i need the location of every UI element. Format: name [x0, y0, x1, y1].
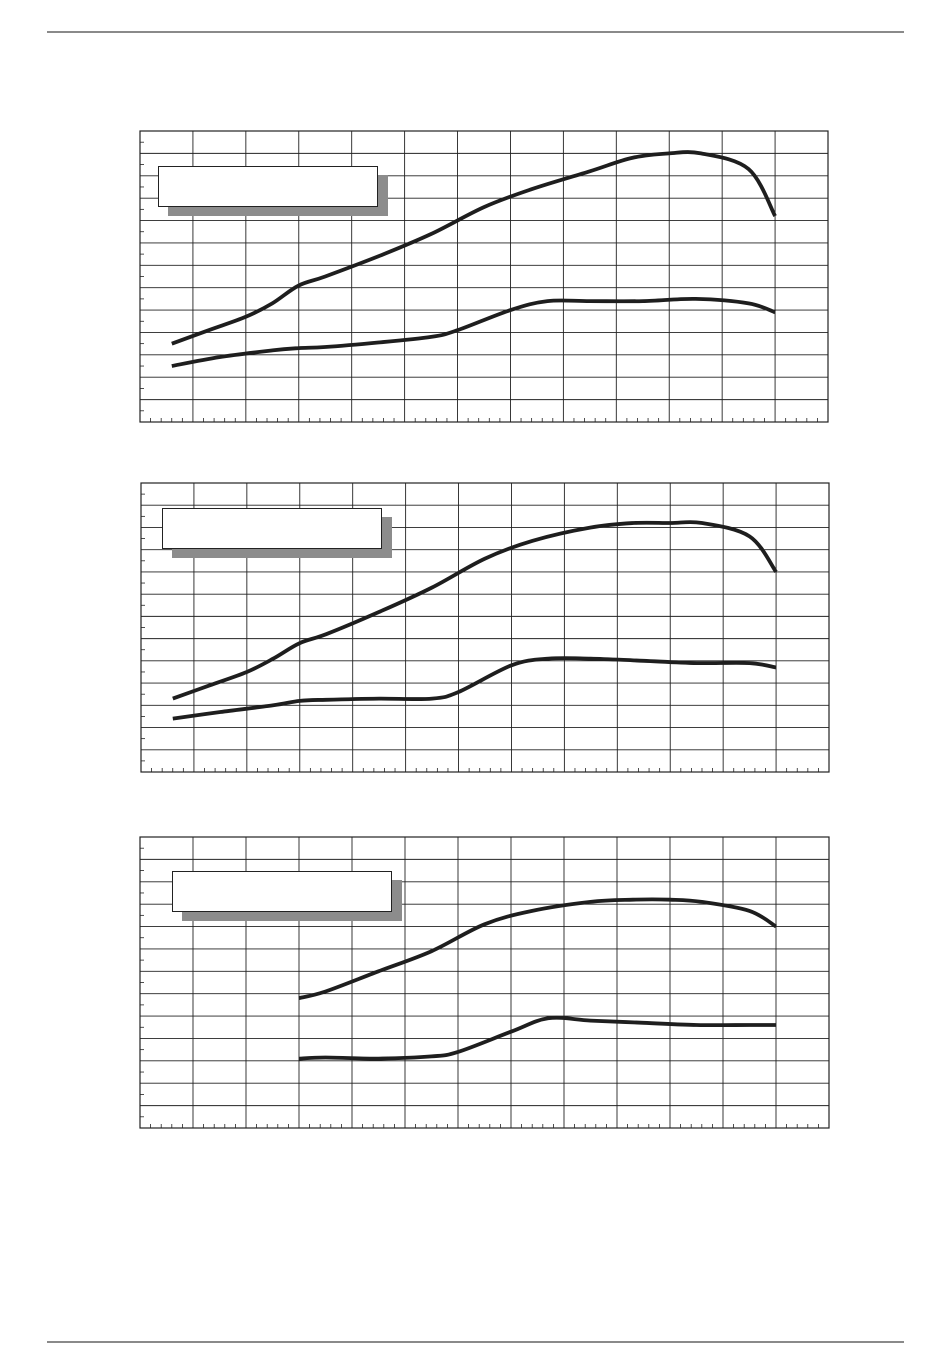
legend-box-3	[172, 871, 402, 921]
series-line-1	[172, 520, 778, 701]
series-line-1	[171, 150, 777, 346]
legend-face	[172, 871, 392, 912]
series-line-1	[298, 897, 778, 1001]
legend-box-1	[158, 166, 388, 216]
legend-face	[158, 166, 378, 207]
bottom-rule	[47, 1341, 904, 1343]
series-line-2	[298, 1015, 776, 1061]
top-rule	[47, 31, 904, 33]
legend-box-2	[162, 508, 392, 558]
series-line-2	[172, 656, 777, 721]
legend-face	[162, 508, 382, 549]
series-line-2	[171, 296, 776, 368]
